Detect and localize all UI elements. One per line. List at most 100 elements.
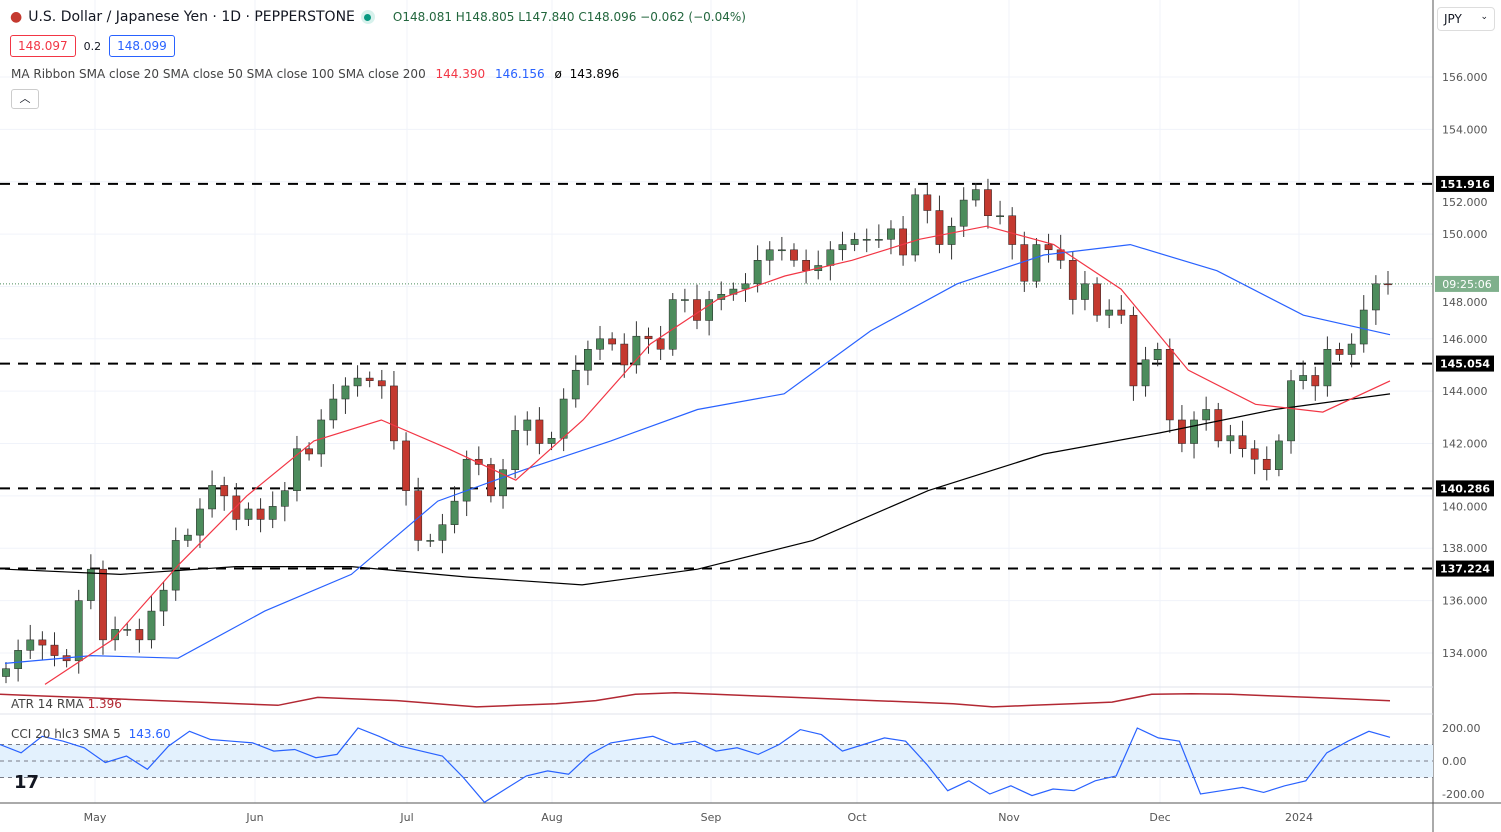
- candle: [741, 283, 750, 290]
- market-status-icon: [360, 10, 375, 24]
- candle: [596, 338, 604, 350]
- candle: [123, 629, 132, 631]
- candle: [1371, 283, 1380, 311]
- candle: [26, 639, 35, 651]
- level-price-tag: [1436, 175, 1494, 192]
- candle: [765, 249, 774, 261]
- level-price-tag: [1436, 355, 1494, 372]
- candle: [196, 508, 204, 536]
- level-price-label: 151.916: [1440, 178, 1490, 191]
- candle: [402, 440, 410, 491]
- candle: [377, 380, 386, 387]
- candle: [1214, 409, 1223, 442]
- candle: [329, 398, 338, 421]
- y-tick-label: 140.000: [1442, 500, 1488, 513]
- candle: [959, 199, 968, 227]
- candle: [183, 534, 192, 541]
- level-price-label: 140.286: [1440, 482, 1490, 495]
- candle: [1129, 314, 1138, 387]
- ohlc-readout: O148.081 H148.805 L147.840 C148.096 −0.0…: [392, 10, 746, 24]
- candle: [365, 377, 374, 381]
- sma200-line: [4, 393, 1391, 586]
- atr-line: [0, 691, 1391, 708]
- level-price-tag: [1436, 480, 1494, 497]
- x-tick-label: Jul: [399, 811, 413, 824]
- candle: [753, 260, 762, 285]
- candle: [1250, 448, 1259, 460]
- candle: [826, 249, 835, 266]
- candle: [911, 194, 920, 256]
- candle: [1178, 419, 1186, 444]
- candle: [111, 629, 119, 641]
- tradingview-logo: 𝟭𝟳: [14, 772, 40, 793]
- candle: [341, 385, 350, 400]
- y-tick-label: 148.000: [1442, 296, 1488, 309]
- level-price-tag: [1436, 560, 1494, 577]
- candle: [305, 448, 313, 455]
- candle: [1359, 309, 1368, 345]
- candle: [559, 398, 568, 439]
- candle: [147, 610, 156, 641]
- us-flag-icon: ●: [10, 9, 23, 25]
- ma-ribbon-legend[interactable]: MA Ribbon SMA close 20 SMA close 50 SMA …: [11, 67, 619, 81]
- candle: [1044, 244, 1053, 251]
- x-tick-label: Jun: [245, 811, 263, 824]
- candle: [535, 419, 544, 444]
- countdown-label: 09:25:06: [1442, 278, 1491, 291]
- candle: [680, 299, 689, 301]
- x-tick-label: May: [84, 811, 107, 824]
- chevron-up-icon: ︿: [19, 92, 31, 105]
- y-tick-label: 144.000: [1442, 385, 1488, 398]
- candle: [632, 335, 641, 366]
- candle: [996, 215, 1004, 218]
- candle: [353, 377, 362, 387]
- y-tick-label: 142.000: [1442, 438, 1488, 451]
- candle: [511, 430, 520, 470]
- y-tick-label: 146.000: [1442, 333, 1488, 346]
- candle: [268, 506, 277, 520]
- symbol-title[interactable]: U.S. Dollar / Japanese Yen · 1D · PEPPER…: [28, 9, 355, 25]
- candle: [790, 249, 798, 261]
- candle: [74, 600, 83, 662]
- candle: [1008, 215, 1017, 245]
- candle: [462, 458, 471, 502]
- candle: [874, 239, 883, 241]
- candle: [1068, 260, 1077, 300]
- currency-select[interactable]: JPY ⌄: [1437, 7, 1495, 31]
- candle: [777, 249, 786, 252]
- cci-tick-label: -200.00: [1442, 788, 1484, 801]
- candle: [1093, 283, 1101, 316]
- candle: [1335, 349, 1344, 355]
- y-tick-label: 152.000: [1442, 196, 1488, 209]
- candle: [414, 490, 423, 541]
- candle: [1275, 440, 1283, 470]
- candle: [1311, 375, 1320, 387]
- candle: [293, 448, 301, 491]
- candle: [256, 508, 265, 520]
- level-price-label: 145.054: [1440, 358, 1490, 371]
- candle: [1299, 375, 1308, 381]
- atr-legend[interactable]: ATR 14 RMA 1.396: [11, 697, 122, 711]
- candle: [584, 349, 592, 371]
- candle: [984, 189, 992, 217]
- cci-tick-label: 200.00: [1442, 722, 1481, 735]
- chevron-down-icon: ⌄: [1480, 12, 1488, 22]
- buy-button[interactable]: 148.099: [109, 35, 175, 57]
- x-tick-label: Sep: [701, 811, 722, 824]
- candle: [547, 438, 556, 444]
- cci-line: [0, 727, 1391, 804]
- collapse-legend-button[interactable]: ︿: [11, 89, 39, 109]
- cci-legend[interactable]: CCI 20 hlc3 SMA 5 143.60: [11, 727, 171, 741]
- candle: [438, 524, 447, 541]
- sma200-value: 143.896: [569, 67, 620, 81]
- candle: [705, 299, 714, 321]
- sma20-line: [44, 225, 1391, 685]
- candle: [971, 189, 980, 201]
- sell-button[interactable]: 148.097: [10, 35, 76, 57]
- candle: [159, 589, 168, 612]
- candle: [1165, 349, 1174, 421]
- countdown-tag: [1435, 275, 1499, 292]
- candle: [1202, 409, 1211, 421]
- candle: [1238, 435, 1247, 450]
